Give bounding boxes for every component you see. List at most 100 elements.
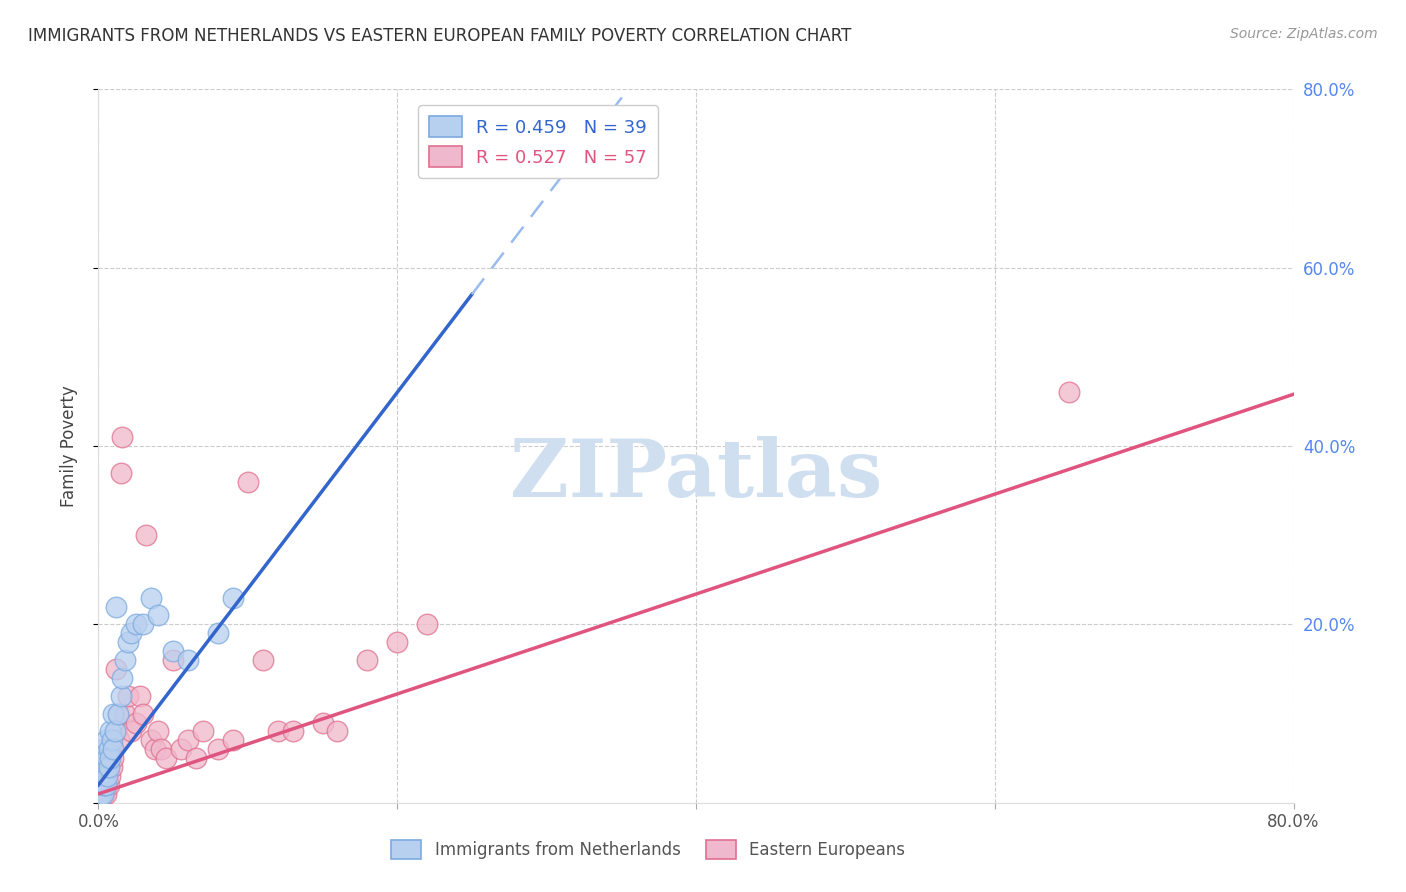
Point (148, 724, 170, 739)
Legend: Immigrants from Netherlands, Eastern Europeans: Immigrants from Netherlands, Eastern Eur… (385, 833, 911, 866)
Point (252, 653, 274, 667)
Point (93, 769, 115, 783)
Point (111, 671, 134, 685)
Point (110, 689, 132, 703)
Point (120, 724, 142, 739)
Point (129, 689, 152, 703)
Point (105, 724, 128, 739)
Point (93, 778, 115, 792)
Point (117, 635, 139, 649)
Point (108, 733, 131, 747)
Point (114, 706, 136, 721)
Point (132, 617, 155, 632)
Point (107, 706, 129, 721)
Text: Source: ZipAtlas.com: Source: ZipAtlas.com (1230, 27, 1378, 41)
Y-axis label: Family Poverty: Family Poverty (59, 385, 77, 507)
Point (96, 778, 118, 792)
Point (120, 626, 142, 640)
Point (91, 787, 114, 801)
Point (416, 617, 439, 632)
Point (103, 706, 125, 721)
Point (89, 791, 111, 805)
Point (94, 733, 117, 747)
Point (111, 430, 134, 444)
Point (177, 733, 200, 747)
Point (103, 742, 125, 756)
Point (125, 715, 148, 730)
Point (155, 751, 177, 765)
Point (93, 742, 115, 756)
Point (135, 528, 157, 542)
Point (103, 742, 125, 756)
Point (94, 787, 117, 801)
Point (177, 653, 200, 667)
Point (94, 760, 117, 774)
Point (90, 778, 112, 792)
Point (267, 724, 290, 739)
Point (91, 760, 114, 774)
Point (100, 724, 122, 739)
Point (90, 787, 112, 801)
Point (1059, 385, 1081, 400)
Point (139, 591, 162, 605)
Point (356, 653, 378, 667)
Point (207, 626, 229, 640)
Point (93, 787, 115, 801)
Point (139, 733, 162, 747)
Point (96, 769, 118, 783)
Point (326, 724, 349, 739)
Point (105, 599, 128, 614)
Point (148, 608, 170, 623)
Point (97, 760, 120, 774)
Point (125, 617, 148, 632)
Point (90, 787, 112, 801)
Point (90, 791, 112, 805)
Point (101, 733, 124, 747)
Point (281, 724, 304, 739)
Text: ZIPatlas: ZIPatlas (510, 435, 882, 514)
Point (89, 791, 111, 805)
Point (162, 653, 184, 667)
Text: IMMIGRANTS FROM NETHERLANDS VS EASTERN EUROPEAN FAMILY POVERTY CORRELATION CHART: IMMIGRANTS FROM NETHERLANDS VS EASTERN E… (28, 27, 852, 45)
Point (101, 760, 124, 774)
Point (91, 769, 114, 783)
Point (97, 760, 120, 774)
Point (132, 706, 155, 721)
Point (94, 778, 117, 792)
Point (97, 778, 120, 792)
Point (162, 644, 184, 658)
Point (169, 742, 191, 756)
Point (191, 724, 214, 739)
Point (150, 742, 173, 756)
Point (184, 751, 207, 765)
Point (222, 733, 245, 747)
Point (96, 751, 118, 765)
Point (90, 778, 112, 792)
Point (94, 760, 117, 774)
Point (96, 769, 118, 783)
Point (90, 769, 112, 783)
Point (385, 635, 409, 649)
Point (117, 689, 139, 703)
Point (107, 706, 129, 721)
Point (236, 475, 259, 489)
Point (97, 742, 120, 756)
Point (100, 751, 122, 765)
Point (91, 778, 114, 792)
Point (222, 591, 245, 605)
Point (104, 724, 127, 739)
Point (93, 778, 115, 792)
Point (103, 751, 125, 765)
Point (100, 769, 122, 783)
Point (94, 769, 117, 783)
Point (91, 778, 114, 792)
Point (100, 751, 122, 765)
Point (105, 662, 128, 676)
Point (89, 787, 111, 801)
Point (91, 787, 114, 801)
Point (311, 715, 333, 730)
Point (114, 653, 136, 667)
Point (89, 787, 111, 801)
Point (207, 742, 229, 756)
Point (110, 466, 132, 480)
